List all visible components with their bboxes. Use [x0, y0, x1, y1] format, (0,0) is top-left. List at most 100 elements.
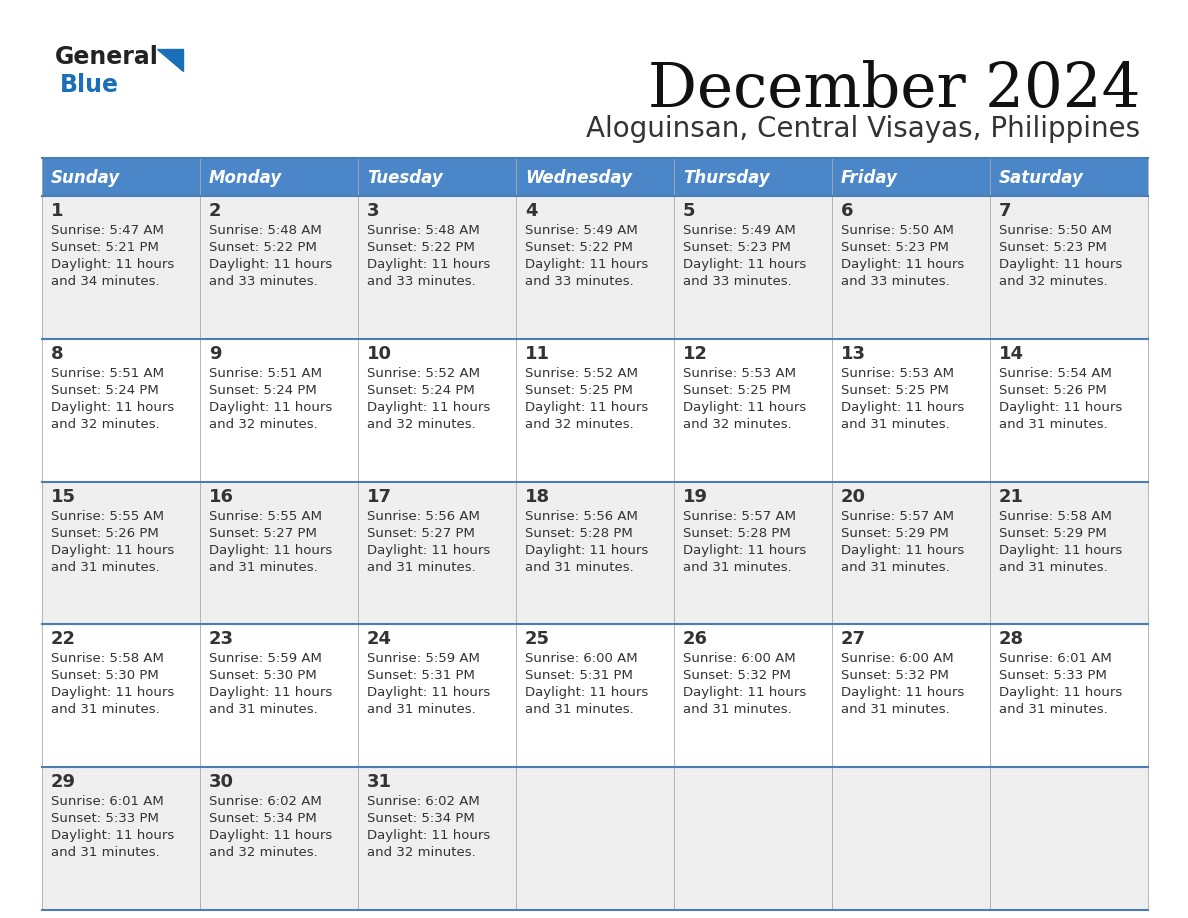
Text: Sunset: 5:30 PM: Sunset: 5:30 PM [209, 669, 317, 682]
Text: Daylight: 11 hours: Daylight: 11 hours [683, 543, 807, 556]
Text: and 31 minutes.: and 31 minutes. [683, 561, 791, 574]
Text: General: General [55, 45, 159, 69]
Text: Sunrise: 5:50 AM: Sunrise: 5:50 AM [999, 224, 1112, 237]
Text: Daylight: 11 hours: Daylight: 11 hours [683, 687, 807, 700]
Text: 20: 20 [841, 487, 866, 506]
Text: Tuesday: Tuesday [367, 169, 443, 186]
Text: Daylight: 11 hours: Daylight: 11 hours [367, 687, 491, 700]
Text: and 32 minutes.: and 32 minutes. [525, 418, 633, 431]
Text: Sunset: 5:31 PM: Sunset: 5:31 PM [525, 669, 633, 682]
Bar [42, 482, 200, 624]
Text: 3: 3 [367, 202, 379, 220]
Text: Daylight: 11 hours: Daylight: 11 hours [367, 401, 491, 414]
Text: Thursday: Thursday [683, 169, 770, 186]
Text: Daylight: 11 hours: Daylight: 11 hours [999, 258, 1123, 271]
Bar [200, 482, 358, 624]
Text: 25: 25 [525, 631, 550, 648]
Text: Sunrise: 6:01 AM: Sunrise: 6:01 AM [999, 653, 1112, 666]
Text: and 34 minutes.: and 34 minutes. [51, 275, 159, 288]
Bar [358, 196, 516, 339]
Bar [832, 767, 990, 910]
Text: Daylight: 11 hours: Daylight: 11 hours [367, 829, 491, 842]
Text: 18: 18 [525, 487, 550, 506]
Text: Daylight: 11 hours: Daylight: 11 hours [209, 258, 333, 271]
Text: Daylight: 11 hours: Daylight: 11 hours [209, 829, 333, 842]
Text: Sunrise: 5:58 AM: Sunrise: 5:58 AM [51, 653, 164, 666]
Text: 1: 1 [51, 202, 63, 220]
Text: and 32 minutes.: and 32 minutes. [683, 418, 791, 431]
Bar [516, 767, 674, 910]
Text: 4: 4 [525, 202, 537, 220]
Text: and 31 minutes.: and 31 minutes. [999, 703, 1107, 716]
Text: Sunset: 5:34 PM: Sunset: 5:34 PM [367, 812, 475, 825]
Bar [832, 339, 990, 482]
Text: Sunrise: 6:02 AM: Sunrise: 6:02 AM [367, 795, 480, 808]
Text: Sunset: 5:24 PM: Sunset: 5:24 PM [367, 384, 475, 397]
Text: and 31 minutes.: and 31 minutes. [51, 846, 159, 859]
Text: Sunset: 5:22 PM: Sunset: 5:22 PM [209, 241, 317, 254]
Text: 15: 15 [51, 487, 76, 506]
Text: Daylight: 11 hours: Daylight: 11 hours [51, 543, 175, 556]
Text: Aloguinsan, Central Visayas, Philippines: Aloguinsan, Central Visayas, Philippines [586, 115, 1140, 143]
Text: Sunrise: 5:48 AM: Sunrise: 5:48 AM [209, 224, 322, 237]
Text: and 31 minutes.: and 31 minutes. [999, 418, 1107, 431]
Bar [516, 158, 674, 196]
Text: Daylight: 11 hours: Daylight: 11 hours [999, 401, 1123, 414]
Text: Sunset: 5:34 PM: Sunset: 5:34 PM [209, 812, 317, 825]
Text: Daylight: 11 hours: Daylight: 11 hours [841, 401, 965, 414]
Text: 5: 5 [683, 202, 695, 220]
Bar [832, 196, 990, 339]
Text: Daylight: 11 hours: Daylight: 11 hours [51, 401, 175, 414]
Text: 9: 9 [209, 345, 221, 363]
Text: 29: 29 [51, 773, 76, 791]
Bar [358, 482, 516, 624]
Text: Sunrise: 5:58 AM: Sunrise: 5:58 AM [999, 509, 1112, 522]
Text: Sunset: 5:33 PM: Sunset: 5:33 PM [51, 812, 159, 825]
Bar [200, 196, 358, 339]
Bar [358, 158, 516, 196]
Bar [674, 158, 832, 196]
Text: Sunrise: 5:52 AM: Sunrise: 5:52 AM [525, 367, 638, 380]
Text: Daylight: 11 hours: Daylight: 11 hours [367, 543, 491, 556]
Text: Sunrise: 5:54 AM: Sunrise: 5:54 AM [999, 367, 1112, 380]
Text: and 33 minutes.: and 33 minutes. [367, 275, 475, 288]
Text: Sunrise: 5:52 AM: Sunrise: 5:52 AM [367, 367, 480, 380]
Bar [990, 339, 1148, 482]
Text: 7: 7 [999, 202, 1011, 220]
Text: Sunrise: 5:49 AM: Sunrise: 5:49 AM [525, 224, 638, 237]
Text: Sunrise: 5:49 AM: Sunrise: 5:49 AM [683, 224, 796, 237]
Bar [516, 196, 674, 339]
Text: 26: 26 [683, 631, 708, 648]
Text: Friday: Friday [841, 169, 898, 186]
Text: Daylight: 11 hours: Daylight: 11 hours [51, 687, 175, 700]
Bar [990, 624, 1148, 767]
Text: Sunrise: 5:50 AM: Sunrise: 5:50 AM [841, 224, 954, 237]
Text: Daylight: 11 hours: Daylight: 11 hours [683, 401, 807, 414]
Text: and 32 minutes.: and 32 minutes. [367, 846, 475, 859]
Text: and 31 minutes.: and 31 minutes. [51, 561, 159, 574]
Bar [358, 339, 516, 482]
Text: Sunset: 5:31 PM: Sunset: 5:31 PM [367, 669, 475, 682]
Text: Sunrise: 5:59 AM: Sunrise: 5:59 AM [209, 653, 322, 666]
Text: Sunset: 5:26 PM: Sunset: 5:26 PM [999, 384, 1107, 397]
Text: Wednesday: Wednesday [525, 169, 632, 186]
Text: Sunset: 5:33 PM: Sunset: 5:33 PM [999, 669, 1107, 682]
Bar [516, 624, 674, 767]
Text: Sunrise: 6:01 AM: Sunrise: 6:01 AM [51, 795, 164, 808]
Text: and 31 minutes.: and 31 minutes. [683, 703, 791, 716]
Text: Sunset: 5:26 PM: Sunset: 5:26 PM [51, 527, 159, 540]
Text: Sunrise: 5:57 AM: Sunrise: 5:57 AM [841, 509, 954, 522]
Text: Daylight: 11 hours: Daylight: 11 hours [367, 258, 491, 271]
Text: Daylight: 11 hours: Daylight: 11 hours [841, 543, 965, 556]
Text: Daylight: 11 hours: Daylight: 11 hours [841, 258, 965, 271]
Text: and 32 minutes.: and 32 minutes. [209, 846, 317, 859]
Text: Monday: Monday [209, 169, 283, 186]
Text: and 31 minutes.: and 31 minutes. [51, 703, 159, 716]
Bar [674, 339, 832, 482]
Text: 8: 8 [51, 345, 64, 363]
Text: and 33 minutes.: and 33 minutes. [525, 275, 633, 288]
Text: Sunset: 5:21 PM: Sunset: 5:21 PM [51, 241, 159, 254]
Bar [516, 339, 674, 482]
Text: 23: 23 [209, 631, 234, 648]
Bar [674, 767, 832, 910]
